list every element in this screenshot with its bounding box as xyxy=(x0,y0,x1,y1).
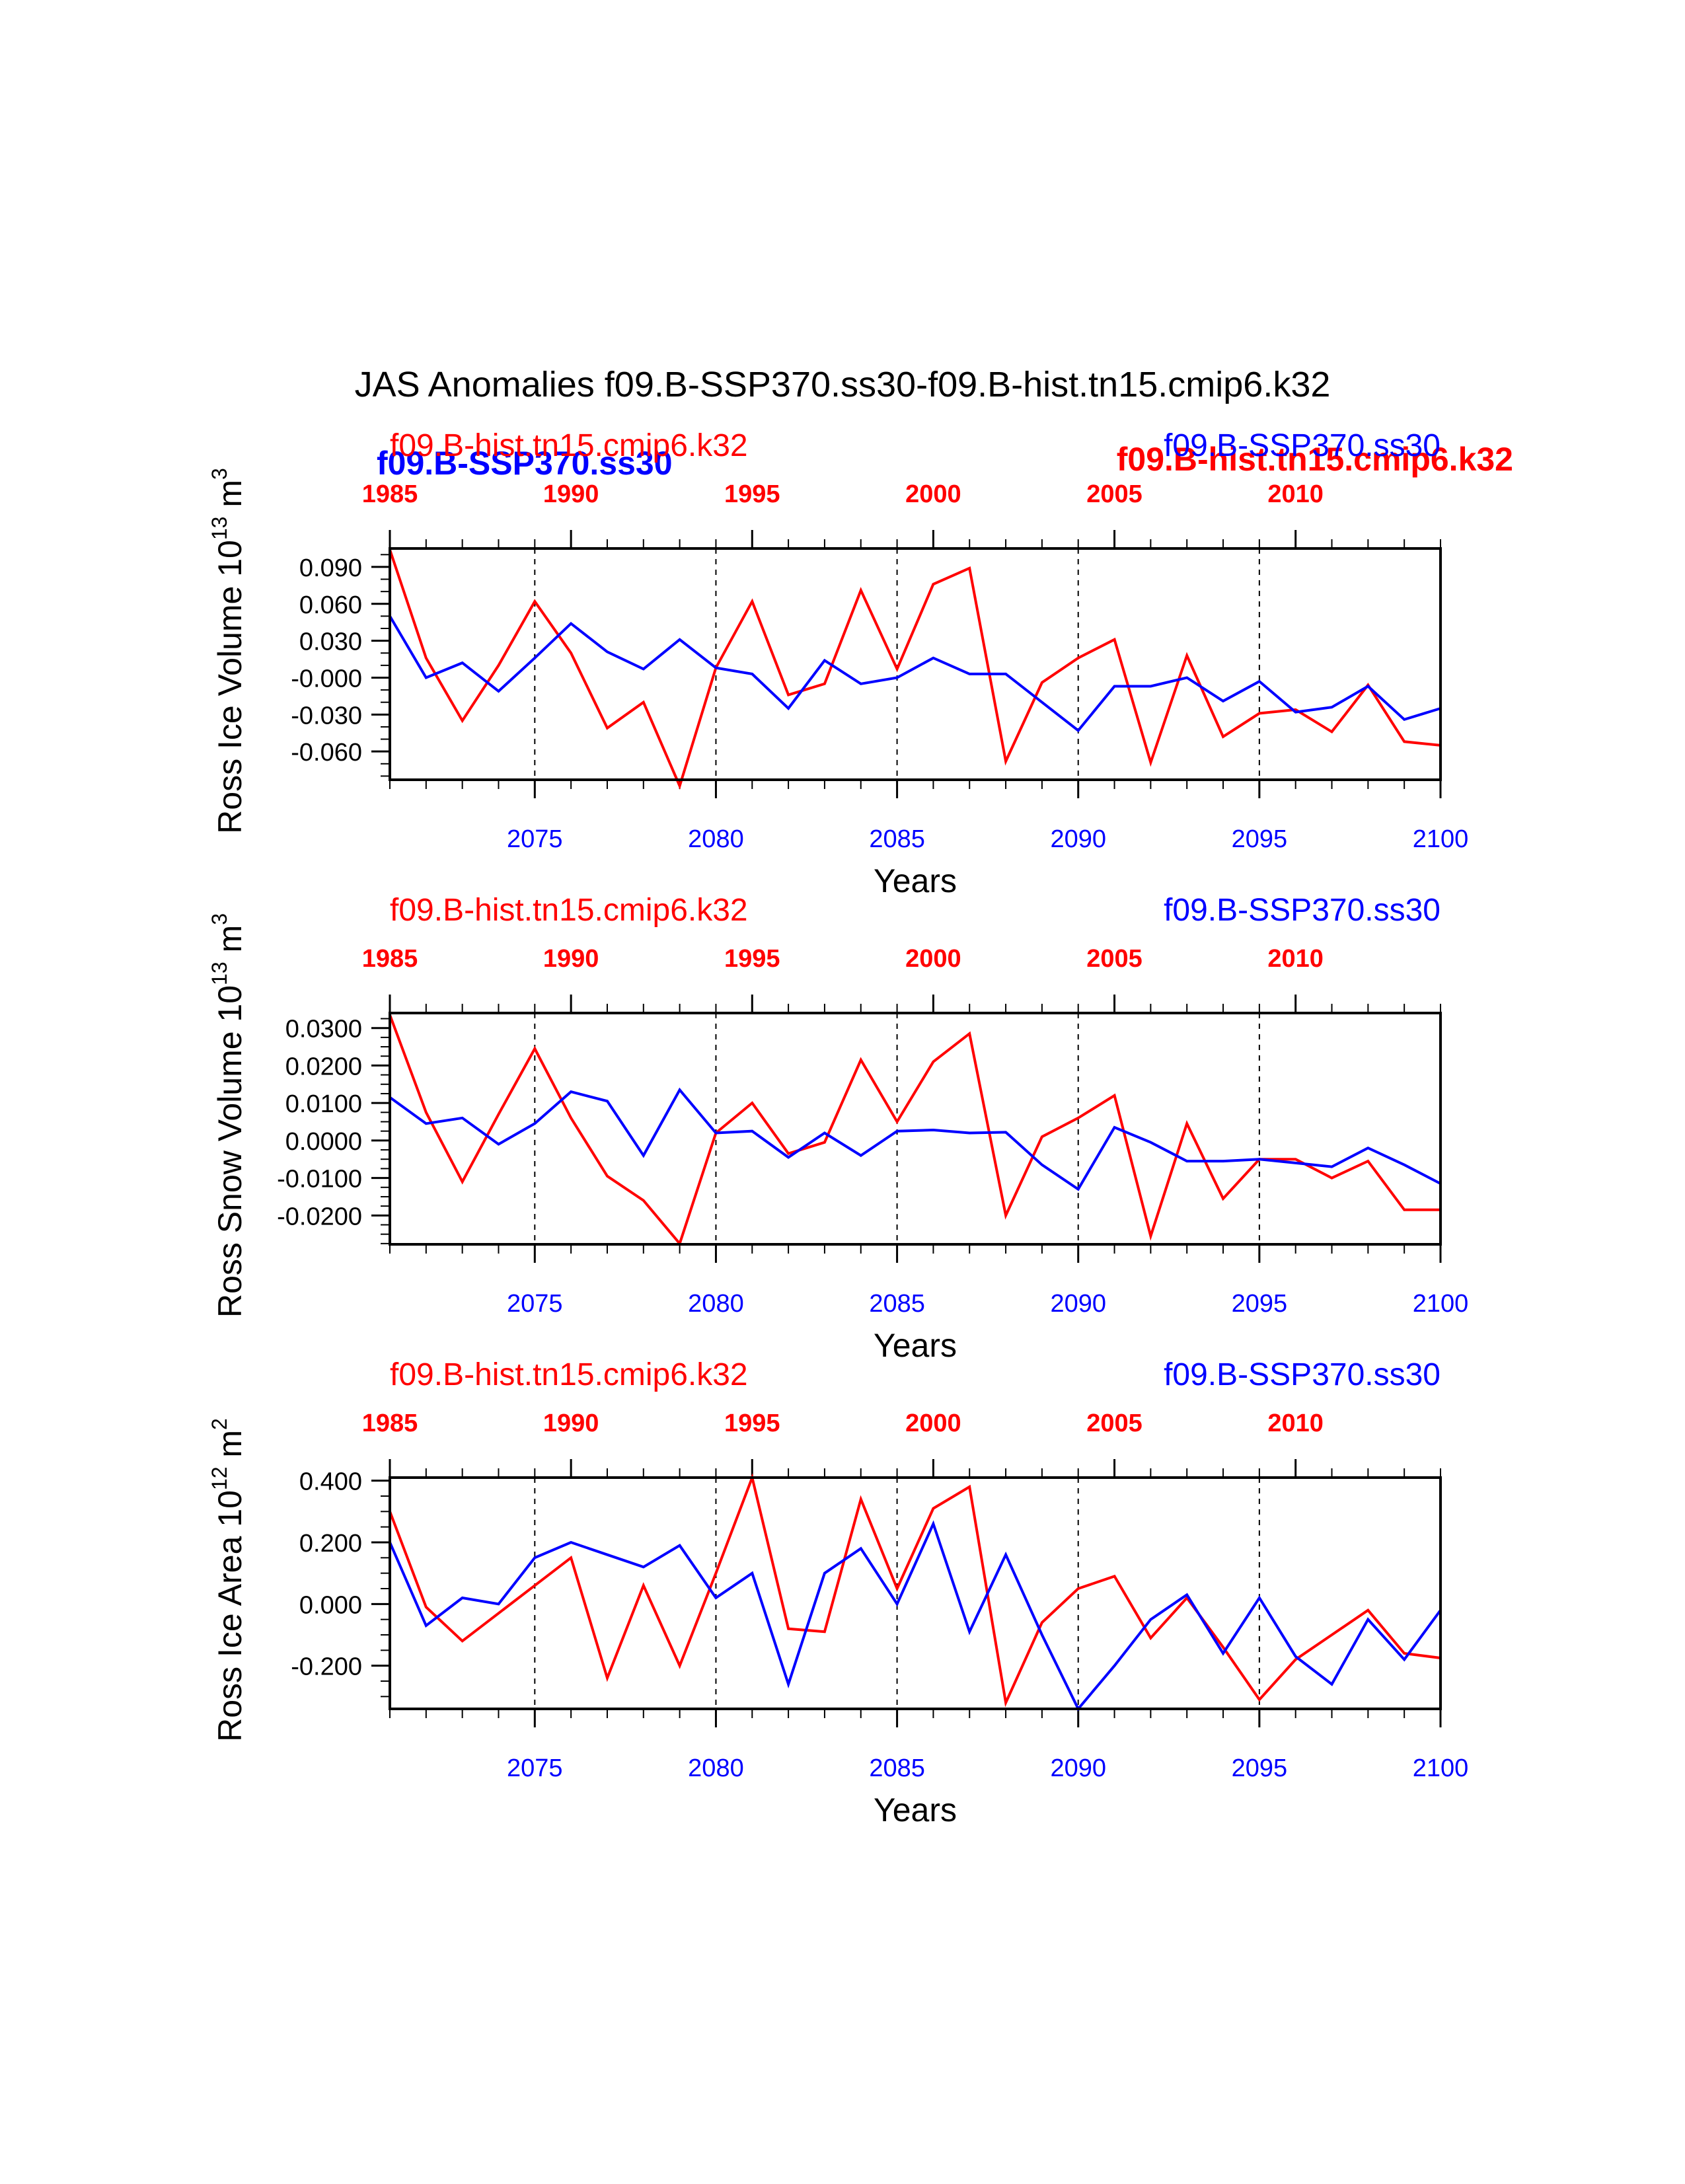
top-x-tick-label: 1990 xyxy=(543,1410,599,1437)
x-axis-label: Years xyxy=(874,862,957,899)
bottom-x-tick-label: 2085 xyxy=(869,1754,925,1782)
top-x-tick-label: 1990 xyxy=(543,480,599,508)
x-axis-label: Years xyxy=(874,1791,957,1828)
series-line-ssp370 xyxy=(389,615,1441,733)
top-x-tick-label: 2005 xyxy=(1086,945,1142,973)
bottom-x-tick-label: 2080 xyxy=(688,1754,744,1782)
y-tick-label: 0.0200 xyxy=(285,1053,362,1080)
overlay-label-hist-bold: f09.B-hist.tn15.cmip6.k32 xyxy=(1117,441,1513,478)
y-tick-label: -0.200 xyxy=(291,1653,362,1681)
top-x-tick-label: 1995 xyxy=(724,945,780,973)
top-x-tick-label: 1990 xyxy=(543,945,599,973)
bottom-x-tick-label: 2080 xyxy=(688,825,744,853)
y-tick-label: 0.400 xyxy=(299,1468,362,1496)
left-title: f09.B-hist.tn15.cmip6.k32 xyxy=(390,428,748,463)
top-x-tick-label: 2010 xyxy=(1267,480,1324,508)
right-title: f09.B-SSP370.ss30 xyxy=(1164,1357,1441,1392)
right-title: f09.B-SSP370.ss30 xyxy=(1164,428,1441,463)
bottom-x-tick-label: 2090 xyxy=(1050,825,1106,853)
y-tick-label: -0.0100 xyxy=(277,1166,362,1193)
series-line-ssp370 xyxy=(389,1520,1442,1712)
chart-panel-2: 0.0300 0.0200 0.0100 0.0000 -0.0100 -0.0200 20… xyxy=(207,893,1468,1364)
top-x-tick-label: 1985 xyxy=(362,1410,418,1437)
x-axis-label: Years xyxy=(874,1327,957,1364)
bottom-x-tick-label: 2095 xyxy=(1232,825,1288,853)
y-axis-label: Ross Ice Volume 1013 m3 xyxy=(207,468,248,834)
y-tick-label: 0.0100 xyxy=(285,1090,362,1118)
plot-frame xyxy=(389,547,1442,781)
top-x-tick-label: 2005 xyxy=(1086,1410,1142,1437)
top-x-tick-label: 1985 xyxy=(362,480,418,508)
right-title: f09.B-SSP370.ss30 xyxy=(1164,893,1441,928)
y-tick-label: 0.090 xyxy=(299,554,362,582)
bottom-x-tick-label: 2100 xyxy=(1413,825,1469,853)
top-x-tick-label: 2010 xyxy=(1267,945,1324,973)
top-x-tick-label: 1995 xyxy=(724,480,780,508)
y-tick-label: 0.000 xyxy=(299,1591,362,1619)
left-title: f09.B-hist.tn15.cmip6.k32 xyxy=(390,1357,748,1392)
bottom-x-tick-label: 2085 xyxy=(869,825,925,853)
bottom-x-tick-label: 2090 xyxy=(1050,1290,1106,1318)
bottom-x-tick-label: 2100 xyxy=(1413,1754,1469,1782)
y-axis-label-exponent: 12 xyxy=(207,1466,231,1490)
y-tick-label: 0.0000 xyxy=(285,1128,362,1156)
y-tick-label: -0.060 xyxy=(291,739,362,767)
chart-panel-1: 0.090 0.060 0.030 -0.000 -0.030 -0.060 2075 208… xyxy=(207,428,1468,899)
y-tick-label: 0.0300 xyxy=(285,1016,362,1043)
y-axis-label-exponent: 13 xyxy=(207,517,231,541)
figure-title: JAS Anomalies f09.B-SSP370.ss30-f09.B-hi… xyxy=(355,365,1331,404)
y-axis-label: Ross Snow Volume 1013 m3 xyxy=(207,913,248,1318)
bottom-x-tick-label: 2080 xyxy=(688,1290,744,1318)
y-tick-label: 0.030 xyxy=(299,628,362,656)
top-x-tick-label: 1995 xyxy=(724,1410,780,1437)
left-title: f09.B-hist.tn15.cmip6.k32 xyxy=(390,893,748,928)
bottom-x-tick-label: 2075 xyxy=(507,1290,563,1318)
overlay-label-ssp-bold: f09.B-SSP370.ss30 xyxy=(377,445,673,482)
top-x-tick-label: 2000 xyxy=(905,945,961,973)
bottom-x-tick-label: 2090 xyxy=(1050,1754,1106,1782)
y-axis-label-exponent: 13 xyxy=(207,961,231,985)
plot-frame xyxy=(389,1012,1442,1246)
bottom-x-tick-label: 2075 xyxy=(507,1754,563,1782)
y-axis-label-text: m xyxy=(211,1430,248,1467)
y-tick-label: -0.0200 xyxy=(277,1203,362,1230)
chart-panels: 0.090 0.060 0.030 -0.000 -0.030 -0.060 2075 208… xyxy=(207,428,1468,1828)
top-x-tick-label: 2000 xyxy=(905,480,961,508)
top-x-tick-label: 2005 xyxy=(1086,480,1142,508)
series-line-hist xyxy=(389,549,1441,790)
top-x-tick-label: 1985 xyxy=(362,945,418,973)
y-axis-label-text: m xyxy=(211,925,248,962)
series-line-ssp370 xyxy=(389,1087,1441,1191)
bottom-x-tick-label: 2075 xyxy=(507,825,563,853)
y-tick-label: 0.200 xyxy=(299,1530,362,1558)
y-tick-label: -0.000 xyxy=(291,665,362,693)
y-axis-label: Ross Ice Area 1012 m2 xyxy=(207,1418,248,1742)
bottom-x-tick-label: 2100 xyxy=(1413,1290,1469,1318)
chart-panel-3: 0.400 0.200 0.000 -0.200 2075 2080 2085 2090 209… xyxy=(207,1357,1468,1828)
y-tick-label: 0.060 xyxy=(299,591,362,619)
series-line-hist xyxy=(389,1473,1441,1708)
bottom-x-tick-label: 2095 xyxy=(1232,1290,1288,1318)
y-axis-label-text: Ross Ice Area 10 xyxy=(211,1490,248,1742)
plot-frame xyxy=(389,1476,1442,1710)
bottom-x-tick-label: 2095 xyxy=(1232,1754,1288,1782)
top-x-tick-label: 2000 xyxy=(905,1410,961,1437)
y-axis-label-text: Ross Ice Volume 10 xyxy=(211,540,248,834)
top-x-tick-label: 2010 xyxy=(1267,1410,1324,1437)
y-axis-label-exponent: 3 xyxy=(207,468,231,480)
y-tick-label: -0.030 xyxy=(291,702,362,730)
bottom-x-tick-label: 2085 xyxy=(869,1290,925,1318)
y-axis-label-exponent: 2 xyxy=(207,1418,231,1430)
y-axis-label-text: Ross Snow Volume 10 xyxy=(211,985,248,1318)
y-axis-label-exponent: 3 xyxy=(207,913,231,925)
y-axis-label-text: m xyxy=(211,480,248,517)
